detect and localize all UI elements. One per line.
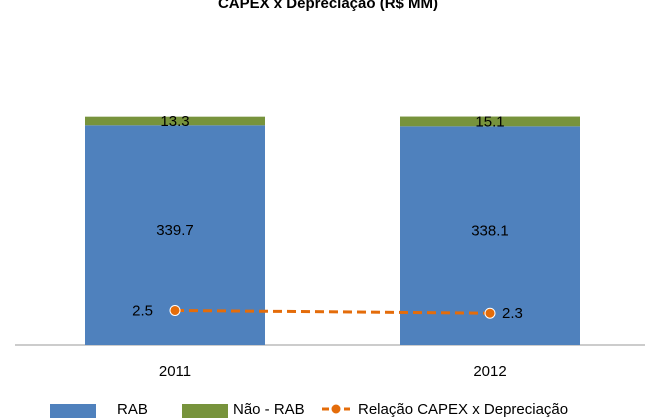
- x-tick-label: 2012: [473, 363, 506, 380]
- data-label: 338.1: [471, 223, 509, 240]
- bar-segment: [400, 116, 580, 127]
- data-label: 2.3: [502, 305, 523, 322]
- data-label: 2.5: [132, 302, 153, 319]
- bar-segment: [85, 116, 265, 126]
- data-label: 15.1: [475, 113, 504, 130]
- line-point: [169, 304, 181, 316]
- data-label: 13.3: [160, 113, 189, 130]
- legend-swatch: [330, 403, 342, 415]
- x-tick-label: 2011: [159, 363, 191, 380]
- legend-label: Relação CAPEX x Depreciação: [358, 401, 568, 418]
- line: [174, 308, 491, 315]
- legend-label: RAB: [117, 401, 148, 418]
- legend-swatch: [182, 404, 228, 418]
- line-point: [484, 307, 496, 319]
- data-label: 339.7: [156, 222, 194, 239]
- legend-swatch: [50, 404, 96, 418]
- legend-label: Não - RAB: [233, 401, 305, 418]
- chart-title: CAPEX x Depreciação (R$ MM): [218, 0, 438, 12]
